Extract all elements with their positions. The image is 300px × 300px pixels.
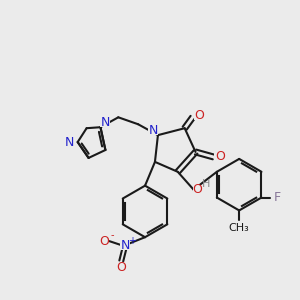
Text: O: O xyxy=(116,261,126,274)
Bar xyxy=(272,193,283,202)
Text: O: O xyxy=(100,235,110,248)
Bar xyxy=(214,152,226,162)
Text: H: H xyxy=(202,179,211,189)
Bar xyxy=(194,110,206,120)
Bar xyxy=(193,185,202,195)
Bar xyxy=(120,240,130,250)
Text: N: N xyxy=(121,238,130,252)
Bar xyxy=(226,223,252,233)
Text: N: N xyxy=(148,124,158,137)
Bar xyxy=(100,236,110,246)
Text: F: F xyxy=(274,191,281,204)
Bar xyxy=(100,117,110,127)
Text: N: N xyxy=(101,116,110,129)
Text: +: + xyxy=(128,236,136,246)
Bar xyxy=(65,137,75,147)
Text: -: - xyxy=(111,230,114,240)
Text: O: O xyxy=(215,150,225,164)
Bar xyxy=(148,125,158,135)
Text: O: O xyxy=(193,183,202,196)
Text: O: O xyxy=(195,109,205,122)
Bar xyxy=(115,263,127,273)
Text: CH₃: CH₃ xyxy=(229,223,250,233)
Text: N: N xyxy=(65,136,74,148)
